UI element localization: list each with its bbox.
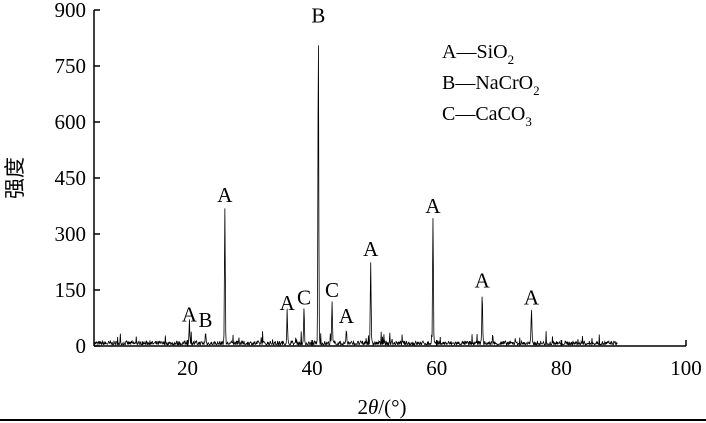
xrd-pattern-line [93,45,618,347]
y-tick-label: 600 [55,110,87,134]
x-tick-label: 80 [551,356,572,380]
x-tick-label: 20 [177,356,198,380]
y-tick-label: 450 [55,166,87,190]
peak-label: A [182,302,198,326]
bottom-rule [0,419,706,421]
peak-label: A [475,269,491,293]
peak-label: B [199,308,213,332]
peak-label: A [425,194,441,218]
legend-entry: A—SiO2 [442,41,514,67]
legend: A—SiO2 B—NaCrO2 C—CaCO3 [442,41,540,129]
peak-label: A [363,237,379,261]
y-axis-ticks: 0 150 300 450 600 750 900 [55,0,100,358]
legend-entry: C—CaCO3 [442,103,532,129]
peak-label: C [325,278,339,302]
peak-label: B [311,4,325,28]
y-tick-label: 750 [55,54,87,78]
x-axis-ticks: 20 40 60 80 100 [177,340,702,380]
y-tick-label: 300 [55,222,87,246]
x-tick-label: 100 [670,356,702,380]
y-tick-label: 150 [55,278,87,302]
x-axis-title: 2θ/(°) [357,395,406,419]
peak-label: A [524,286,540,310]
peak-label: A [217,183,233,207]
legend-entry: B—NaCrO2 [442,72,540,98]
peak-label: C [297,286,311,310]
x-tick-label: 60 [426,356,447,380]
x-tick-label: 40 [302,356,323,380]
y-axis-title: 强度 [3,157,27,199]
peak-label: A [280,291,296,315]
peak-label: A [339,304,355,328]
y-tick-label: 900 [55,0,87,22]
y-tick-label: 0 [76,334,87,358]
